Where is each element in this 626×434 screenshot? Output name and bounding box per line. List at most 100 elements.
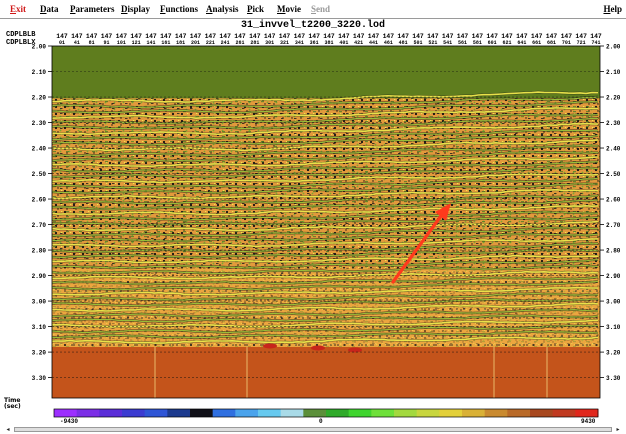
cdplblb-value: 147 (368, 33, 380, 40)
cdplblx-value: 521 (428, 40, 437, 46)
reflector-line (52, 113, 599, 125)
reflector-line (52, 129, 599, 141)
reflector-line (52, 156, 599, 167)
reflector-line (52, 151, 598, 162)
reflector-line (52, 259, 599, 269)
colorbar-swatch (394, 409, 418, 417)
reflector-line (52, 264, 599, 275)
cdplblx-value: 321 (280, 40, 289, 46)
menu-movie[interactable]: Movie (277, 4, 301, 14)
plot-frame (51, 45, 601, 399)
reflector-line (52, 298, 599, 307)
reflector-line (52, 204, 599, 216)
cdplblb-value: 147 (175, 33, 187, 40)
cdplblx-value: 481 (399, 40, 408, 46)
menu-functions[interactable]: Functions (160, 4, 199, 14)
cdplblx-value: 541 (443, 40, 452, 46)
cdplblb-value: 147 (160, 33, 172, 40)
cdplblx-value: 701 (562, 40, 571, 46)
time-tick-label-left: 2.40 (32, 146, 47, 153)
scroll-left-arrow-icon[interactable]: ◂ (6, 426, 10, 433)
menu-send: Send (311, 4, 331, 14)
cdplblx-value: 661 (532, 40, 541, 46)
colorbar-swatch (99, 409, 123, 417)
reflector-line (52, 177, 599, 189)
reflector-line (52, 330, 599, 339)
colorbar-swatch (76, 409, 100, 417)
cdplblb-value: 147 (472, 33, 484, 40)
reflector-line (52, 96, 599, 108)
cdplblx-value: 261 (235, 40, 244, 46)
cdplblx-value: 401 (339, 40, 348, 46)
colorbar-swatch (530, 409, 554, 417)
cdplblb-value: 147 (56, 33, 68, 40)
colorbar-swatch (280, 409, 304, 417)
reflector-line (52, 91, 599, 103)
cdplblx-value: 581 (473, 40, 482, 46)
reflector-line (52, 211, 598, 221)
horizontal-scrollbar[interactable] (14, 427, 612, 432)
colorbar-mid-label: 0 (319, 418, 323, 425)
plot-area (51, 45, 601, 399)
reflector-line (52, 314, 599, 323)
cdplblb-value: 147 (457, 33, 469, 40)
time-tick-label-right: 3.00 (606, 299, 621, 306)
scroll-right-arrow-icon[interactable]: ▸ (616, 426, 620, 433)
menu-pick[interactable]: Pick (247, 4, 265, 14)
menu-data[interactable]: Data (40, 4, 59, 14)
time-tick-label-right: 2.10 (606, 69, 621, 76)
cdplblb-value: 147 (249, 33, 261, 40)
lower-layer-band (52, 346, 600, 398)
colorbar-swatch (439, 409, 463, 417)
menu-exit[interactable]: Exit (10, 4, 27, 14)
colorbar-swatch (552, 409, 576, 417)
cdplblx-value: 621 (502, 40, 511, 46)
cdplblx-value: 161 (161, 40, 170, 46)
cdplblx-value: 81 (89, 40, 95, 46)
colorbar-min-label: -9430 (60, 418, 79, 425)
reflector-line (52, 242, 599, 253)
reflector-line (52, 276, 599, 285)
cdplblb-value: 147 (130, 33, 142, 40)
cdplblb-value: 147 (145, 33, 157, 40)
reflector-line (52, 216, 599, 226)
cdplblb-value: 147 (427, 33, 439, 40)
time-axis-label-line2: (sec) (4, 403, 21, 410)
lens-blob (348, 347, 362, 353)
time-tick-label-right: 2.50 (606, 171, 621, 178)
colorbar-swatch (235, 409, 259, 417)
time-tick-label-right: 2.20 (606, 95, 621, 102)
reflector-line (52, 167, 599, 178)
reflector-line (52, 122, 599, 136)
reflector-line (52, 249, 599, 258)
menu-display[interactable]: Display (121, 4, 151, 14)
cdplblx-value: 721 (577, 40, 586, 46)
cdplblb-value: 147 (190, 33, 202, 40)
cdplblb-value: 147 (294, 33, 306, 40)
lens-blob (263, 343, 277, 349)
time-tick-label-left: 2.60 (32, 197, 47, 204)
time-tick-label-left: 2.10 (32, 69, 47, 76)
cdplblb-value: 147 (234, 33, 246, 40)
time-axis-label-line1: Time (4, 397, 21, 404)
menu-analysis[interactable]: Analysis (206, 4, 239, 14)
time-tick-label-left: 2.20 (32, 95, 47, 102)
cdplblb-value: 147 (486, 33, 498, 40)
cdplblb-value: 147 (516, 33, 528, 40)
time-tick-label-left: 3.00 (32, 299, 47, 306)
colorbar-swatch (303, 409, 327, 417)
menu-help[interactable]: Help (603, 4, 622, 14)
cdplblx-value: 301 (265, 40, 274, 46)
header-labels: CDPLBLB CDPLBLX (6, 31, 35, 47)
cdplblb-value: 147 (531, 33, 543, 40)
cdplblx-value: 681 (547, 40, 556, 46)
reflector-line (52, 254, 599, 264)
time-tick-label-right: 2.40 (606, 146, 621, 153)
time-tick-label-left: 2.80 (32, 248, 47, 255)
colorbar-swatch (416, 409, 440, 417)
colorbar-swatch (190, 409, 214, 417)
cdplblx-value: 121 (132, 40, 141, 46)
menu-parameters[interactable]: Parameters (70, 4, 115, 14)
